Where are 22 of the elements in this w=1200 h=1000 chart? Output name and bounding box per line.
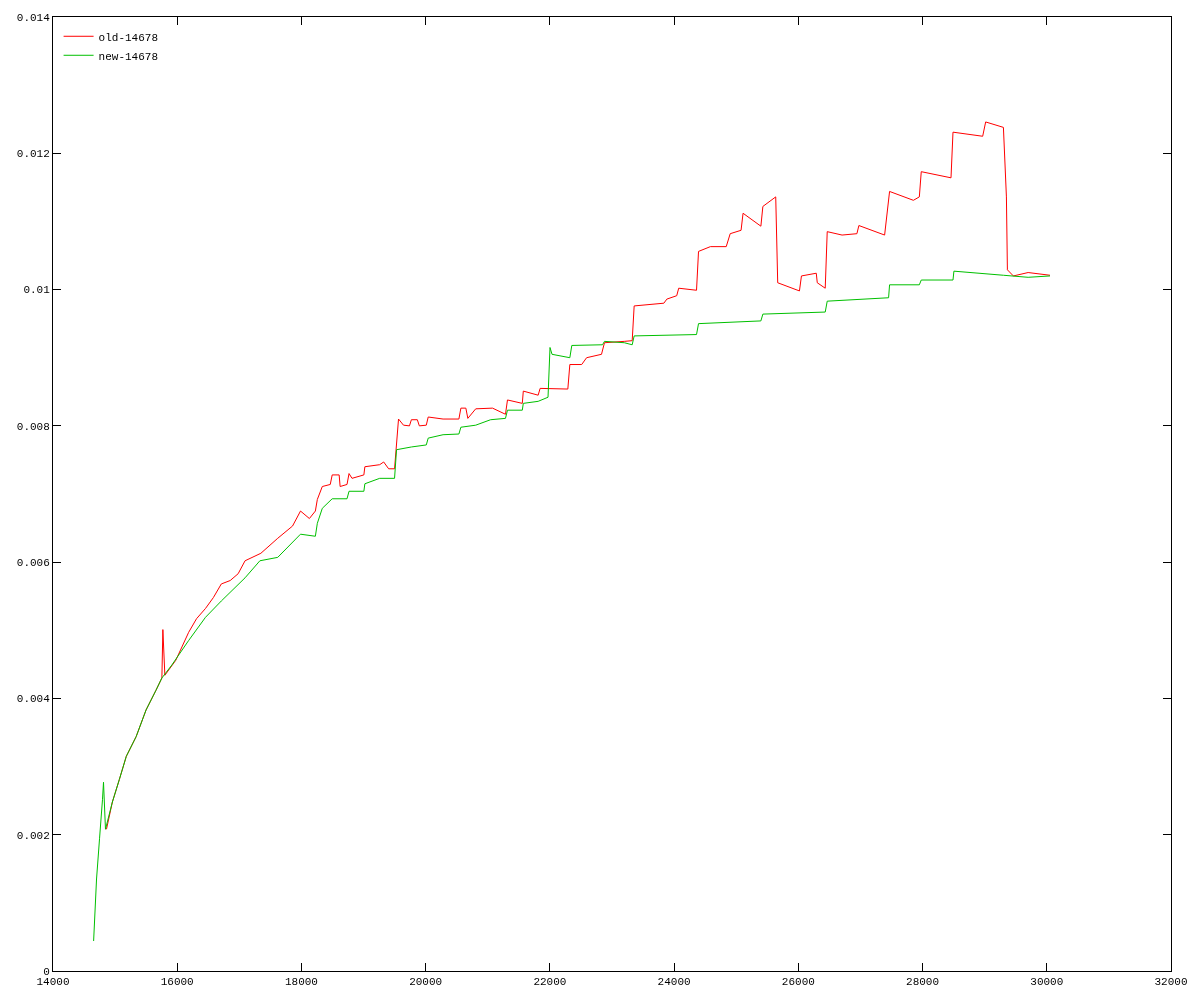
x-tick-label: 30000: [1030, 976, 1064, 989]
line-series: [93, 270, 1051, 942]
x-tick-label: 20000: [409, 976, 443, 989]
x-tick-label: 18000: [284, 976, 318, 989]
legend-label: old-14678: [98, 31, 159, 44]
x-tick-label: 16000: [160, 976, 194, 989]
y-tick-label: 0.008: [16, 420, 50, 433]
line-series: [105, 121, 1051, 830]
x-tick-label: 32000: [1154, 976, 1188, 989]
x-tick-label: 22000: [533, 976, 567, 989]
legend-label: new-14678: [98, 50, 159, 63]
y-tick-label: 0.012: [16, 148, 50, 161]
y-tick-label: 0.004: [16, 693, 51, 706]
y-tick-label: 0.01: [23, 284, 51, 297]
y-tick-label: 0.006: [16, 556, 50, 569]
x-tick-label: 28000: [906, 976, 940, 989]
x-tick-label: 14000: [36, 976, 70, 989]
y-tick-label: 0: [43, 965, 50, 978]
y-tick-label: 0.002: [16, 829, 50, 842]
y-tick-label: 0.014: [16, 11, 51, 24]
x-tick-label: 24000: [657, 976, 691, 989]
x-tick-label: 26000: [781, 976, 815, 989]
